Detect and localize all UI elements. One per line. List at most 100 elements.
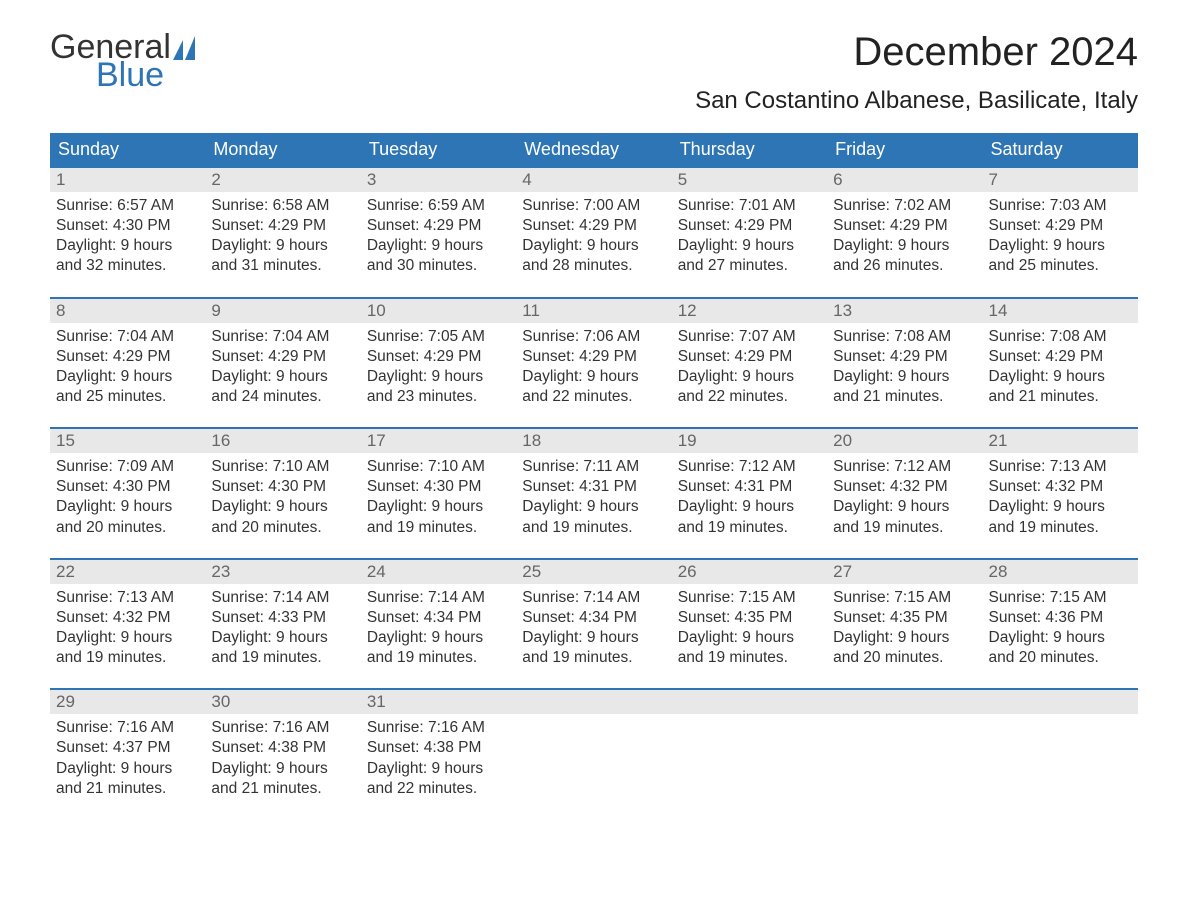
day-info-line: Daylight: 9 hours [522, 236, 665, 256]
day-cell: 16Sunrise: 7:10 AMSunset: 4:30 PMDayligh… [205, 429, 360, 542]
day-info-line: and 22 minutes. [522, 387, 665, 407]
day-info-line: Sunrise: 7:16 AM [367, 718, 510, 738]
day-cell: 12Sunrise: 7:07 AMSunset: 4:29 PMDayligh… [672, 299, 827, 412]
day-info-line: Daylight: 9 hours [211, 367, 354, 387]
day-info-line: Sunrise: 6:58 AM [211, 196, 354, 216]
day-cell [983, 690, 1138, 803]
day-info-line: Daylight: 9 hours [989, 628, 1132, 648]
day-info-line: and 19 minutes. [56, 648, 199, 668]
day-info: Sunrise: 7:08 AMSunset: 4:29 PMDaylight:… [983, 323, 1138, 412]
day-info-line: Sunset: 4:34 PM [367, 608, 510, 628]
brand-logo: General Blue [50, 30, 205, 92]
header: General Blue December 2024 San Costantin… [50, 30, 1138, 115]
day-info: Sunrise: 7:07 AMSunset: 4:29 PMDaylight:… [672, 323, 827, 412]
day-number: 18 [516, 429, 671, 453]
day-info-line: and 22 minutes. [367, 779, 510, 799]
day-number: 15 [50, 429, 205, 453]
day-info: Sunrise: 7:14 AMSunset: 4:33 PMDaylight:… [205, 584, 360, 673]
day-info-line: Sunset: 4:29 PM [211, 347, 354, 367]
day-info-line: Daylight: 9 hours [989, 367, 1132, 387]
day-cell: 24Sunrise: 7:14 AMSunset: 4:34 PMDayligh… [361, 560, 516, 673]
day-number: 3 [361, 168, 516, 192]
day-info: Sunrise: 7:12 AMSunset: 4:31 PMDaylight:… [672, 453, 827, 542]
day-info-line: Sunrise: 6:57 AM [56, 196, 199, 216]
day-info-line: Sunset: 4:30 PM [56, 477, 199, 497]
day-info-line: Sunrise: 7:14 AM [522, 588, 665, 608]
day-info-line: Daylight: 9 hours [56, 628, 199, 648]
week-row: 22Sunrise: 7:13 AMSunset: 4:32 PMDayligh… [50, 558, 1138, 673]
day-info-line: and 25 minutes. [56, 387, 199, 407]
day-info: Sunrise: 6:58 AMSunset: 4:29 PMDaylight:… [205, 192, 360, 281]
weekday-header-row: SundayMondayTuesdayWednesdayThursdayFrid… [50, 133, 1138, 166]
day-cell: 14Sunrise: 7:08 AMSunset: 4:29 PMDayligh… [983, 299, 1138, 412]
day-info-line: Daylight: 9 hours [678, 236, 821, 256]
day-cell: 29Sunrise: 7:16 AMSunset: 4:37 PMDayligh… [50, 690, 205, 803]
day-info: Sunrise: 7:13 AMSunset: 4:32 PMDaylight:… [50, 584, 205, 673]
day-cell: 13Sunrise: 7:08 AMSunset: 4:29 PMDayligh… [827, 299, 982, 412]
day-info-line: Sunset: 4:29 PM [56, 347, 199, 367]
day-cell: 1Sunrise: 6:57 AMSunset: 4:30 PMDaylight… [50, 168, 205, 281]
day-info-line: Sunrise: 7:00 AM [522, 196, 665, 216]
day-info-line: and 20 minutes. [833, 648, 976, 668]
day-info-line: Sunset: 4:34 PM [522, 608, 665, 628]
day-info: Sunrise: 7:14 AMSunset: 4:34 PMDaylight:… [361, 584, 516, 673]
day-info-line: Daylight: 9 hours [522, 367, 665, 387]
day-info-line: Daylight: 9 hours [367, 628, 510, 648]
day-cell: 21Sunrise: 7:13 AMSunset: 4:32 PMDayligh… [983, 429, 1138, 542]
day-info: Sunrise: 7:01 AMSunset: 4:29 PMDaylight:… [672, 192, 827, 281]
day-info-line: Sunset: 4:32 PM [989, 477, 1132, 497]
day-cell: 5Sunrise: 7:01 AMSunset: 4:29 PMDaylight… [672, 168, 827, 281]
week-row: 1Sunrise: 6:57 AMSunset: 4:30 PMDaylight… [50, 166, 1138, 281]
day-info-line: Sunset: 4:29 PM [678, 347, 821, 367]
day-info-line: Sunset: 4:38 PM [211, 738, 354, 758]
day-info-line: Sunrise: 7:14 AM [211, 588, 354, 608]
day-cell: 19Sunrise: 7:12 AMSunset: 4:31 PMDayligh… [672, 429, 827, 542]
day-info-line: and 19 minutes. [678, 648, 821, 668]
day-cell: 22Sunrise: 7:13 AMSunset: 4:32 PMDayligh… [50, 560, 205, 673]
day-info: Sunrise: 7:13 AMSunset: 4:32 PMDaylight:… [983, 453, 1138, 542]
day-info-line: and 20 minutes. [989, 648, 1132, 668]
day-number: 8 [50, 299, 205, 323]
day-info-line: Sunrise: 7:11 AM [522, 457, 665, 477]
day-info-line: Sunset: 4:29 PM [522, 216, 665, 236]
day-info-line: Sunset: 4:36 PM [989, 608, 1132, 628]
day-cell [516, 690, 671, 803]
day-info-line: and 26 minutes. [833, 256, 976, 276]
day-number: 11 [516, 299, 671, 323]
day-info-line: Sunrise: 7:09 AM [56, 457, 199, 477]
day-info-line: Sunrise: 7:02 AM [833, 196, 976, 216]
day-info-line: and 21 minutes. [989, 387, 1132, 407]
sail-icon [173, 36, 205, 60]
day-info: Sunrise: 7:10 AMSunset: 4:30 PMDaylight:… [205, 453, 360, 542]
day-info-line: and 20 minutes. [56, 518, 199, 538]
day-info-line: Sunset: 4:30 PM [56, 216, 199, 236]
day-cell: 4Sunrise: 7:00 AMSunset: 4:29 PMDaylight… [516, 168, 671, 281]
day-info-line: Sunrise: 7:16 AM [211, 718, 354, 738]
day-info-line: and 19 minutes. [367, 648, 510, 668]
day-info-line: Sunset: 4:29 PM [833, 216, 976, 236]
day-number: 22 [50, 560, 205, 584]
day-info-line: Daylight: 9 hours [211, 628, 354, 648]
day-info-line: and 32 minutes. [56, 256, 199, 276]
day-info-line: Sunset: 4:29 PM [211, 216, 354, 236]
day-number: 17 [361, 429, 516, 453]
day-info-line: and 30 minutes. [367, 256, 510, 276]
day-info-line: and 27 minutes. [678, 256, 821, 276]
day-info-line: Daylight: 9 hours [56, 497, 199, 517]
day-cell: 27Sunrise: 7:15 AMSunset: 4:35 PMDayligh… [827, 560, 982, 673]
day-number: 10 [361, 299, 516, 323]
day-info: Sunrise: 7:16 AMSunset: 4:38 PMDaylight:… [205, 714, 360, 803]
day-info-line: Daylight: 9 hours [989, 236, 1132, 256]
day-info: Sunrise: 7:09 AMSunset: 4:30 PMDaylight:… [50, 453, 205, 542]
day-info-line: and 24 minutes. [211, 387, 354, 407]
day-info-line: and 19 minutes. [522, 648, 665, 668]
day-info: Sunrise: 7:04 AMSunset: 4:29 PMDaylight:… [50, 323, 205, 412]
day-info-line: Daylight: 9 hours [56, 759, 199, 779]
day-cell: 18Sunrise: 7:11 AMSunset: 4:31 PMDayligh… [516, 429, 671, 542]
day-number: 9 [205, 299, 360, 323]
day-info-line: Sunset: 4:29 PM [367, 216, 510, 236]
day-info-line: Sunset: 4:35 PM [833, 608, 976, 628]
weekday-header: Wednesday [516, 133, 671, 166]
day-info-line: and 19 minutes. [833, 518, 976, 538]
day-number: 12 [672, 299, 827, 323]
